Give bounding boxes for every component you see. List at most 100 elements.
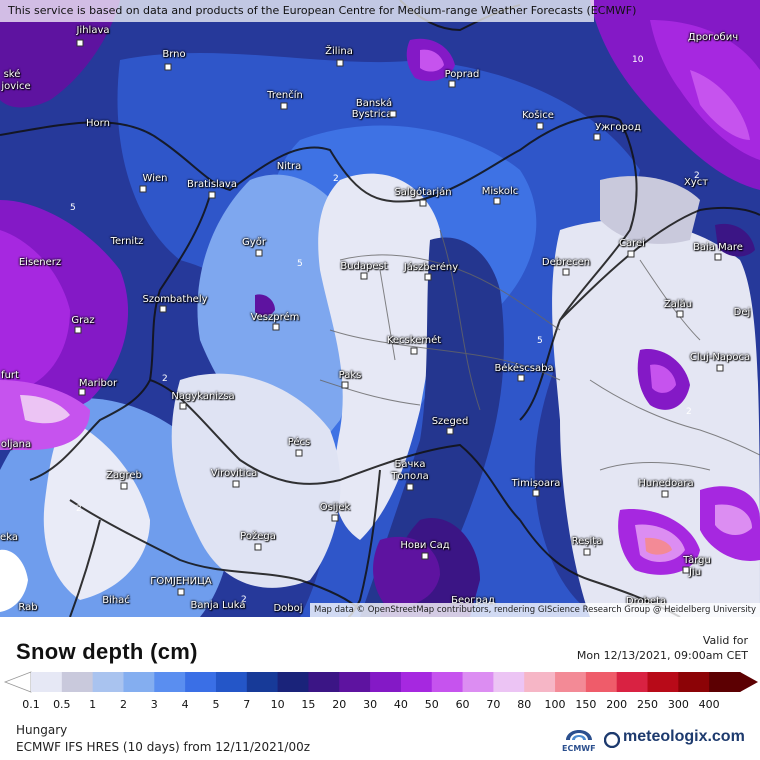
scale-tick-label: 3 <box>150 698 158 711</box>
city-label: Banská <box>355 98 393 109</box>
city-label: Timișoara <box>511 478 561 489</box>
city-label: Bratislava <box>187 179 237 190</box>
scale-tick-label: 40 <box>393 698 408 711</box>
city-marker <box>532 489 540 497</box>
city-label: Veszprém <box>250 312 300 323</box>
city-label: Trenčín <box>267 90 303 101</box>
city-label: Graz <box>71 315 95 326</box>
city-label: Bystrica <box>351 109 393 120</box>
city-label: Zagreb <box>106 470 142 481</box>
city-label: Бачка <box>394 459 426 470</box>
city-label: Szeged <box>431 416 469 427</box>
scale-tick-label: 200 <box>606 698 628 711</box>
scale-tick-label: 30 <box>363 698 378 711</box>
city-label: Cluj-Napoca <box>689 352 751 363</box>
city-marker <box>331 514 339 522</box>
city-label: Miskolc <box>481 186 519 197</box>
scale-tick-label: 0.5 <box>53 698 71 711</box>
city-label: Salgótarján <box>394 187 452 198</box>
scale-swatch <box>61 672 94 692</box>
city-marker <box>448 80 456 88</box>
city-label: Kecskemét <box>386 335 442 346</box>
city-label: Virovitica <box>210 468 258 479</box>
model-run-label: ECMWF IFS HRES (10 days) from 12/11/2021… <box>16 740 311 754</box>
contour-label-5: 5 <box>537 336 543 346</box>
contour-label-5: 5 <box>70 203 76 213</box>
city-label: Eisenerz <box>18 257 62 268</box>
city-label: Doboj <box>273 603 303 614</box>
city-label: furt <box>1 370 19 381</box>
city-label: Košice <box>522 110 554 121</box>
scale-swatch <box>524 672 556 692</box>
contour-label-2: 2 <box>76 504 82 514</box>
scale-swatch <box>92 672 124 692</box>
city-label: Paks <box>338 370 362 381</box>
valid-for-label: Valid for <box>702 634 748 647</box>
city-marker <box>74 326 82 334</box>
city-marker <box>493 197 501 205</box>
city-label: Ternitz <box>110 236 144 247</box>
scale-tick-label: 100 <box>544 698 566 711</box>
city-label: eka <box>0 532 18 543</box>
city-label: Дрогобич <box>687 32 739 43</box>
city-label: Horn <box>86 118 110 129</box>
scale-tick-label: 70 <box>486 698 501 711</box>
city-marker <box>421 552 429 560</box>
scale-swatch <box>215 672 248 692</box>
scale-swatch <box>616 672 649 692</box>
city-label: Jihlava <box>76 25 110 36</box>
city-marker <box>232 480 240 488</box>
city-marker <box>661 490 669 498</box>
color-scale: 0.1 0.5 1 2 3 4 5 7 10 15 20 30 40 50 60 70 80 100 150 200 2… <box>0 668 760 712</box>
city-label: Nagykanizsa <box>171 391 235 402</box>
contour-label-5: 5 <box>297 259 303 269</box>
scale-tick-label: 250 <box>637 698 659 711</box>
scale-swatch <box>154 672 186 692</box>
scale-swatch <box>678 672 710 692</box>
city-label: oljana <box>0 439 32 450</box>
scale-swatch <box>123 672 155 692</box>
map-attribution: Map data © OpenStreetMap contributors, r… <box>310 603 760 617</box>
city-label: ГОМЈЕНИЦА <box>150 576 212 587</box>
city-label: Jászberény <box>403 262 459 273</box>
city-label: Pécs <box>287 437 311 448</box>
contour-label-2: 2 <box>694 171 700 181</box>
city-label: Reșița <box>571 536 603 547</box>
city-marker <box>336 59 344 67</box>
scale-arrow-high <box>740 672 758 692</box>
scale-swatch <box>31 672 63 692</box>
scale-swatch <box>585 672 618 692</box>
city-label: Београд <box>451 595 495 606</box>
scale-tick-label: 150 <box>575 698 597 711</box>
city-marker <box>676 310 684 318</box>
city-label: Banja Luka <box>190 600 246 611</box>
city-marker <box>446 427 454 435</box>
city-marker <box>536 122 544 130</box>
scale-tick-label: 50 <box>424 698 439 711</box>
scale-swatch <box>709 672 741 692</box>
scale-tick-label: 0.1 <box>22 698 40 711</box>
city-label: Békéscsaba <box>494 363 554 374</box>
snow-depth-map[interactable]: 2 5 5 2 2 2 2 2 5 10 This service is bas… <box>0 0 760 617</box>
scale-swatch <box>555 672 587 692</box>
city-label: Rab <box>18 602 38 613</box>
scale-tick-label: 60 <box>455 698 470 711</box>
meteologix-brand[interactable]: meteologix.com <box>623 728 745 745</box>
city-label: Ужгород <box>595 122 641 133</box>
city-label: Jiu <box>688 567 702 578</box>
city-label: Győr <box>242 237 266 248</box>
city-label: Szombathely <box>142 294 208 305</box>
city-marker <box>583 548 591 556</box>
city-marker <box>295 449 303 457</box>
scale-tick-label: 2 <box>119 698 127 711</box>
city-label: Carei <box>619 238 645 249</box>
city-label: Wien <box>142 173 168 184</box>
city-marker <box>164 63 172 71</box>
city-marker <box>341 381 349 389</box>
scale-swatch <box>185 672 217 692</box>
scale-tick-label: 80 <box>517 698 532 711</box>
snow-depth-field: 2 5 5 2 2 2 2 2 5 10 <box>0 0 760 617</box>
meteologix-logo-icon <box>604 732 620 748</box>
ecmwf-notice: This service is based on data and produc… <box>0 0 636 22</box>
city-marker <box>424 273 432 281</box>
